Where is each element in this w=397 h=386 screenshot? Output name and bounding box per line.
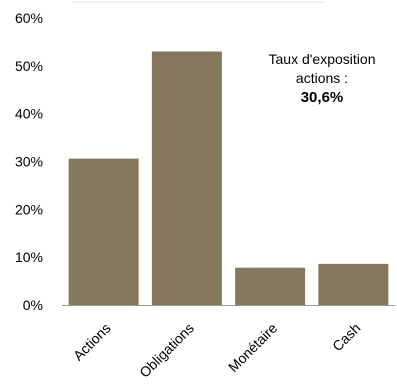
- y-tick-label: 50%: [15, 58, 43, 74]
- x-axis-category-labels: Actions Obligations Monétaire Cash: [70, 320, 364, 381]
- bars: [68, 51, 389, 305]
- bar-obligations: [151, 51, 222, 305]
- y-tick-label: 20%: [15, 201, 43, 217]
- y-axis-tick-labels: 0% 10% 20% 30% 40% 50% 60%: [15, 10, 43, 313]
- x-category-label: Obligations: [136, 320, 197, 381]
- annotation-line-1: Taux d'exposition: [268, 51, 376, 67]
- x-category-label: Cash: [329, 320, 363, 354]
- exposure-annotation: Taux d'exposition actions : 30,6%: [248, 50, 396, 107]
- x-category-label: Monétaire: [225, 320, 280, 375]
- y-tick-label: 30%: [15, 154, 43, 170]
- bar-cash: [318, 263, 389, 305]
- y-tick-label: 40%: [15, 106, 43, 122]
- annotation-value: 30,6%: [300, 89, 344, 106]
- bar-actions: [68, 158, 139, 305]
- annotation-line-2: actions :: [295, 70, 349, 86]
- x-category-label: Actions: [70, 320, 114, 364]
- y-tick-label: 60%: [15, 10, 43, 26]
- y-tick-label: 10%: [15, 249, 43, 265]
- y-tick-label: 0%: [23, 297, 43, 313]
- bar-monetaire: [235, 267, 306, 305]
